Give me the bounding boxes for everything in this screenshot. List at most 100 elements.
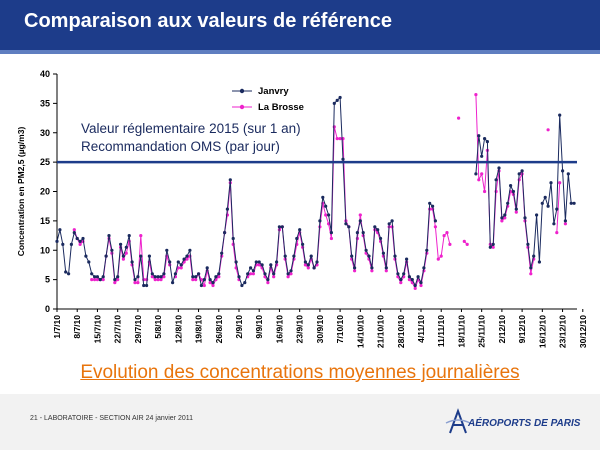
data-point [208, 281, 212, 285]
data-point [116, 278, 120, 282]
data-point [205, 266, 209, 270]
data-point [485, 140, 489, 144]
data-point [78, 242, 82, 246]
data-point [353, 269, 357, 273]
data-point [393, 254, 397, 258]
data-point [318, 219, 322, 223]
data-point [185, 257, 189, 261]
data-point [211, 281, 215, 285]
data-point [194, 275, 198, 279]
data-point [523, 216, 527, 220]
x-tick-label: 16/9/10 [274, 315, 284, 344]
data-point [159, 278, 163, 282]
data-point [384, 266, 388, 270]
data-point [153, 278, 157, 282]
data-point [286, 272, 290, 276]
data-point [555, 207, 559, 211]
data-point [338, 137, 342, 141]
data-point [549, 181, 553, 185]
data-point [494, 178, 498, 182]
data-point [358, 213, 362, 217]
data-point [506, 201, 510, 205]
data-point [301, 242, 305, 246]
airport-logo [445, 408, 471, 434]
data-point [110, 248, 114, 252]
data-point [101, 275, 105, 279]
data-point [69, 242, 73, 246]
data-point [257, 263, 261, 267]
page-title: Comparaison aux valeurs de référence [24, 10, 392, 32]
data-point [436, 257, 440, 261]
x-tick-label: 25/11/10 [477, 315, 487, 348]
y-tick-label: 5 [45, 275, 50, 285]
data-point [529, 266, 533, 270]
data-point [361, 231, 365, 235]
data-point [309, 254, 313, 258]
data-point [425, 248, 429, 252]
chart-subtitle: Evolution des concentrations moyennes jo… [80, 362, 520, 383]
data-point [90, 272, 94, 276]
y-axis-label: Concentration en PM2,5 (µg/m3) [16, 127, 26, 257]
data-point [173, 272, 177, 276]
data-point [529, 272, 533, 276]
data-point [136, 275, 140, 279]
data-point [168, 260, 172, 264]
data-point [136, 281, 140, 285]
legend-marker [239, 104, 245, 110]
data-point [381, 251, 385, 255]
data-point [483, 189, 487, 194]
footer-text: 21 - LABORATOIRE - SECTION AIR 24 janvie… [30, 415, 194, 422]
data-point [419, 281, 423, 285]
data-point [228, 178, 232, 182]
data-point [422, 266, 426, 270]
data-point [185, 254, 189, 258]
data-point [243, 281, 247, 285]
data-point [324, 204, 328, 208]
data-point [84, 254, 88, 258]
data-point [431, 204, 435, 208]
data-point [283, 254, 287, 258]
data-point [113, 281, 117, 285]
data-point [202, 278, 206, 282]
data-point [419, 283, 423, 288]
data-point [95, 275, 99, 279]
data-point [240, 283, 244, 288]
data-point [563, 219, 568, 223]
data-point [457, 116, 461, 120]
data-point [448, 242, 452, 246]
data-point [306, 263, 310, 267]
data-point [535, 213, 539, 217]
data-point [107, 234, 111, 238]
data-point [101, 278, 105, 282]
data-point [509, 184, 513, 188]
x-tick-label: 29/7/10 [133, 315, 143, 344]
data-point [225, 207, 229, 211]
data-point [442, 234, 446, 238]
x-tick-label: 16/12/10 [537, 315, 547, 348]
data-point [266, 278, 270, 282]
reference-label: Valeur réglementaire 2015 (sur 1 an) [81, 121, 301, 136]
data-point [488, 245, 492, 249]
x-tick-label: 28/10/10 [396, 315, 406, 348]
data-point [532, 254, 536, 258]
data-point [176, 260, 180, 264]
data-point [540, 201, 544, 205]
data-point [511, 189, 515, 194]
data-point [269, 263, 273, 267]
data-point [347, 225, 351, 229]
data-point [439, 254, 443, 258]
data-point [413, 286, 417, 290]
data-point [526, 242, 530, 246]
data-point [214, 275, 218, 279]
data-point [93, 275, 97, 279]
data-point [500, 219, 504, 223]
data-point [150, 272, 154, 276]
data-point [179, 263, 183, 267]
data-point [433, 225, 437, 229]
header-divider [0, 50, 600, 54]
data-point [55, 239, 59, 243]
data-point [474, 172, 478, 176]
data-point [364, 248, 368, 252]
data-point [543, 195, 547, 199]
data-point [399, 281, 403, 285]
